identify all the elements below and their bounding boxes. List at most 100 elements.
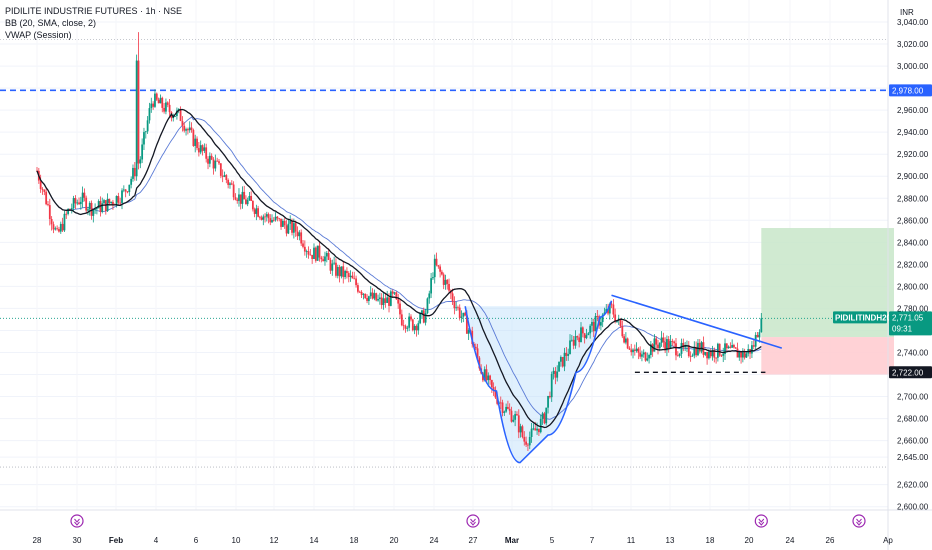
candle-body (503, 411, 506, 413)
candle-body (159, 97, 162, 104)
symbol-title[interactable]: PIDILITE INDUSTRIE FUTURES · 1h · NSE (5, 6, 183, 16)
price-axis: 3,040.003,020.003,000.002,980.002,960.00… (897, 18, 929, 512)
candle-body (660, 337, 663, 343)
candle-body (709, 351, 712, 357)
candle-body (335, 262, 337, 276)
candle-body (439, 266, 442, 272)
candle-body (395, 292, 398, 300)
candle-body (731, 345, 734, 348)
candle-body (521, 426, 524, 437)
candle-body (552, 370, 555, 374)
candle-body (320, 257, 323, 260)
candle-body (704, 352, 707, 355)
candle-body (648, 355, 650, 359)
candle-body (87, 209, 89, 211)
earnings-event-icon[interactable] (852, 514, 866, 528)
candle-body (203, 147, 206, 151)
candle-body (208, 155, 211, 164)
candle-body (183, 125, 186, 131)
candle-body (338, 267, 341, 277)
candle-body (402, 325, 405, 327)
time-tick-label: 12 (270, 536, 279, 545)
candle-body (316, 245, 319, 261)
earnings-event-icon[interactable] (70, 514, 84, 528)
candle-body (358, 291, 361, 293)
candle-body (570, 339, 573, 341)
candle-body (384, 298, 387, 303)
candle-body (569, 340, 571, 354)
candle-body (658, 342, 661, 349)
candle-body (684, 345, 687, 348)
candle-body (139, 159, 142, 164)
candle-body (280, 218, 282, 227)
candle-body (682, 342, 685, 348)
candle-body (119, 202, 122, 204)
candle-body (346, 270, 348, 274)
candle-body (388, 297, 390, 306)
candle-body (510, 410, 513, 422)
indicator-bb-label[interactable]: BB (20, SMA, close, 2) (5, 18, 97, 28)
candle-body (646, 358, 649, 361)
price-tick-label: 2,860.00 (897, 216, 929, 225)
time-tick-label: 24 (786, 536, 795, 545)
candle-body (608, 303, 611, 314)
bb-basis-path (36, 108, 762, 429)
candle-body (655, 338, 658, 345)
candle-body (607, 309, 609, 314)
candle-body (108, 198, 111, 204)
candle-body (738, 352, 741, 358)
candle-body (221, 175, 224, 177)
candle-body (241, 191, 244, 204)
candle-body (137, 60, 140, 164)
candle-body (725, 343, 728, 349)
candle-body (451, 293, 454, 302)
candle-body (154, 93, 156, 107)
candle-body (428, 293, 431, 299)
candle-body (305, 251, 308, 252)
price-tick-label: 2,880.00 (897, 194, 929, 203)
candle-body (639, 352, 642, 357)
last-price-text: 2,771.05 (892, 313, 924, 322)
candle-body (265, 214, 268, 217)
candle-body (197, 148, 200, 153)
candle-body (523, 436, 526, 442)
candle-body (133, 167, 136, 177)
time-tick-label: 20 (745, 536, 754, 545)
candle-body (115, 196, 118, 205)
candle-body (214, 160, 217, 169)
candle-body (218, 161, 220, 164)
price-tick-label: 3,020.00 (897, 40, 929, 49)
candle-body (756, 334, 759, 338)
candle-body (207, 158, 209, 164)
candle-body (532, 428, 535, 430)
bb-basis-line (36, 108, 762, 429)
earnings-event-icon[interactable] (466, 514, 480, 528)
indicator-vwap-label[interactable]: VWAP (Session) (5, 30, 72, 40)
candle-body (166, 102, 169, 105)
candle-body (550, 373, 553, 398)
dividend-event-icon[interactable] (754, 514, 768, 528)
candle-body (360, 291, 363, 295)
candle-body (722, 353, 725, 356)
price-tick-label: 2,700.00 (897, 393, 929, 402)
price-tick-label: 2,840.00 (897, 238, 929, 247)
candle-body (496, 397, 499, 404)
candle-body (210, 155, 213, 160)
candle-body (623, 336, 625, 343)
time-tick-label: 24 (430, 536, 439, 545)
candle-body (583, 333, 586, 339)
candle-body (525, 441, 527, 445)
candle-body (635, 348, 638, 351)
candle-body (126, 191, 129, 193)
candle-body (462, 312, 465, 317)
candle-body (353, 278, 356, 280)
candle-body (483, 369, 486, 381)
candle-body (344, 270, 346, 277)
candle-body (216, 160, 219, 162)
candle-body (734, 347, 737, 349)
candle-body (255, 208, 258, 214)
candle-body (70, 208, 73, 210)
candle-body (239, 194, 242, 204)
candle-body (592, 322, 595, 332)
